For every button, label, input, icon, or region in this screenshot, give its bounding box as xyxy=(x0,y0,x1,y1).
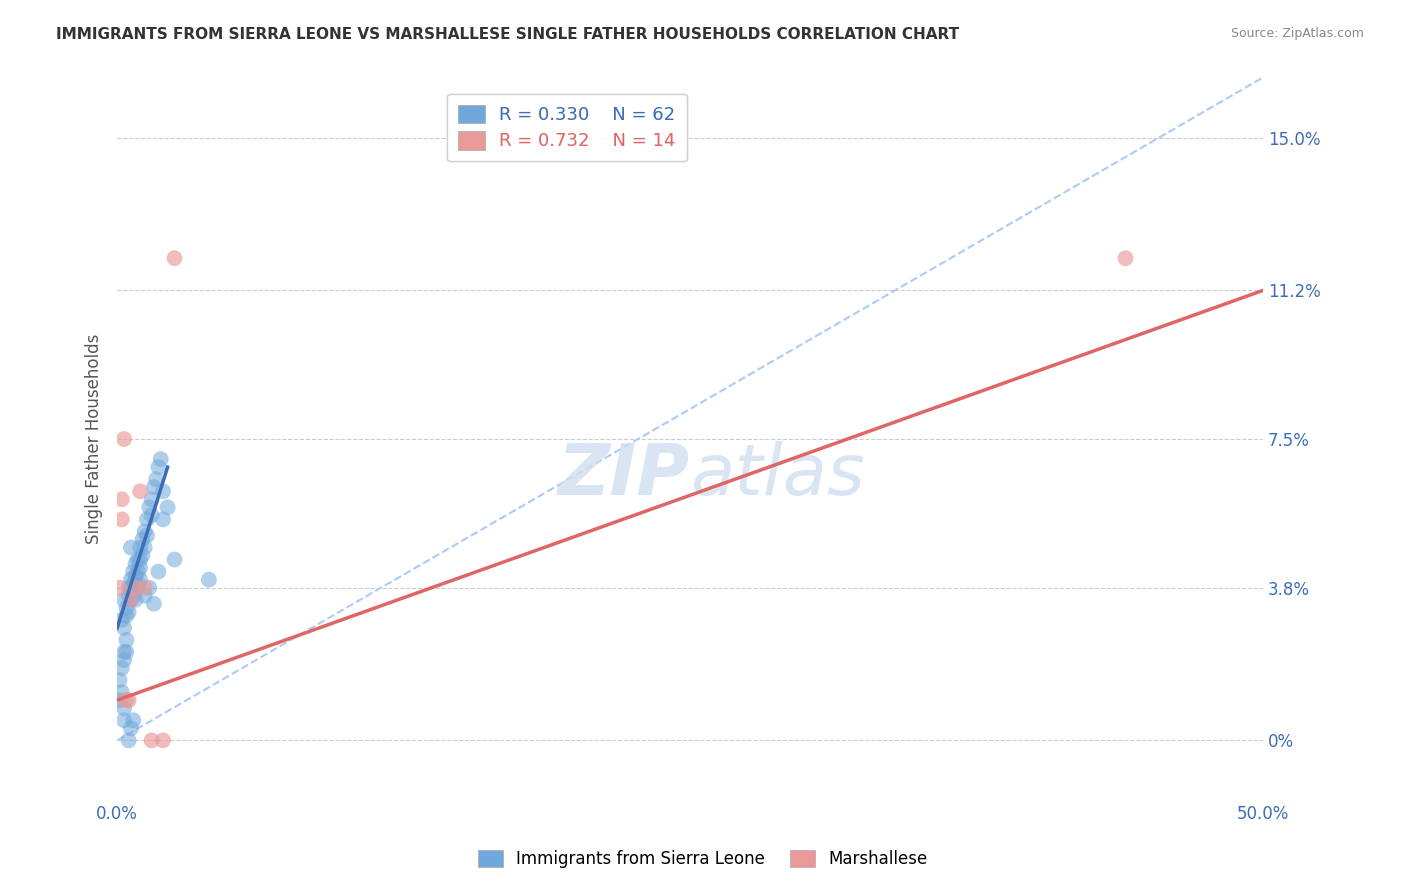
Point xyxy=(124,568,146,582)
Point xyxy=(127,552,149,566)
Point xyxy=(1115,252,1137,266)
Point xyxy=(131,533,153,547)
Point xyxy=(111,512,134,526)
Point xyxy=(120,592,142,607)
Y-axis label: Single Father Households: Single Father Households xyxy=(86,334,103,544)
Point xyxy=(120,541,142,555)
Point xyxy=(163,552,186,566)
Point xyxy=(148,565,170,579)
Text: IMMIGRANTS FROM SIERRA LEONE VS MARSHALLESE SINGLE FATHER HOUSEHOLDS CORRELATION: IMMIGRANTS FROM SIERRA LEONE VS MARSHALL… xyxy=(56,27,959,42)
Point xyxy=(112,713,135,727)
Point xyxy=(108,693,131,707)
Point xyxy=(198,573,221,587)
Point xyxy=(112,432,135,446)
Point xyxy=(152,733,174,747)
Point xyxy=(141,492,163,507)
Point xyxy=(134,541,156,555)
Point xyxy=(115,645,138,659)
Point xyxy=(152,512,174,526)
Point xyxy=(129,484,152,499)
Point xyxy=(134,524,156,539)
Point xyxy=(111,661,134,675)
Point xyxy=(108,673,131,687)
Point xyxy=(129,573,152,587)
Point xyxy=(129,552,152,566)
Text: atlas: atlas xyxy=(690,441,865,509)
Point xyxy=(138,500,160,515)
Point xyxy=(124,557,146,571)
Point xyxy=(115,632,138,647)
Point xyxy=(134,589,156,603)
Text: ZIP: ZIP xyxy=(558,441,690,509)
Point xyxy=(124,581,146,595)
Point xyxy=(117,605,139,619)
Point xyxy=(124,592,146,607)
Point xyxy=(127,576,149,591)
Point xyxy=(138,581,160,595)
Point xyxy=(112,653,135,667)
Point xyxy=(122,576,145,591)
Point xyxy=(115,693,138,707)
Point xyxy=(156,500,179,515)
Point xyxy=(120,592,142,607)
Point xyxy=(136,512,159,526)
Point xyxy=(112,592,135,607)
Point xyxy=(112,645,135,659)
Point xyxy=(111,613,134,627)
Point xyxy=(127,581,149,595)
Point xyxy=(129,560,152,574)
Point xyxy=(142,597,165,611)
Point xyxy=(108,581,131,595)
Point xyxy=(142,480,165,494)
Point xyxy=(136,528,159,542)
Point xyxy=(141,733,163,747)
Point xyxy=(111,685,134,699)
Point xyxy=(131,549,153,563)
Point xyxy=(115,608,138,623)
Point xyxy=(120,573,142,587)
Point xyxy=(152,484,174,499)
Point xyxy=(148,460,170,475)
Point xyxy=(120,581,142,595)
Point xyxy=(145,472,167,486)
Point xyxy=(120,721,142,735)
Point xyxy=(117,733,139,747)
Point xyxy=(134,581,156,595)
Point xyxy=(122,589,145,603)
Text: Source: ZipAtlas.com: Source: ZipAtlas.com xyxy=(1230,27,1364,40)
Point xyxy=(127,565,149,579)
Legend: R = 0.330    N = 62, R = 0.732    N = 14: R = 0.330 N = 62, R = 0.732 N = 14 xyxy=(447,94,686,161)
Point xyxy=(122,565,145,579)
Point xyxy=(117,589,139,603)
Point xyxy=(122,713,145,727)
Point xyxy=(117,581,139,595)
Point xyxy=(124,581,146,595)
Point xyxy=(115,600,138,615)
Point xyxy=(141,508,163,523)
Point xyxy=(117,693,139,707)
Point xyxy=(112,621,135,635)
Point xyxy=(112,701,135,715)
Point xyxy=(149,452,172,467)
Point xyxy=(111,492,134,507)
Point xyxy=(163,252,186,266)
Legend: Immigrants from Sierra Leone, Marshallese: Immigrants from Sierra Leone, Marshalles… xyxy=(471,843,935,875)
Point xyxy=(129,541,152,555)
